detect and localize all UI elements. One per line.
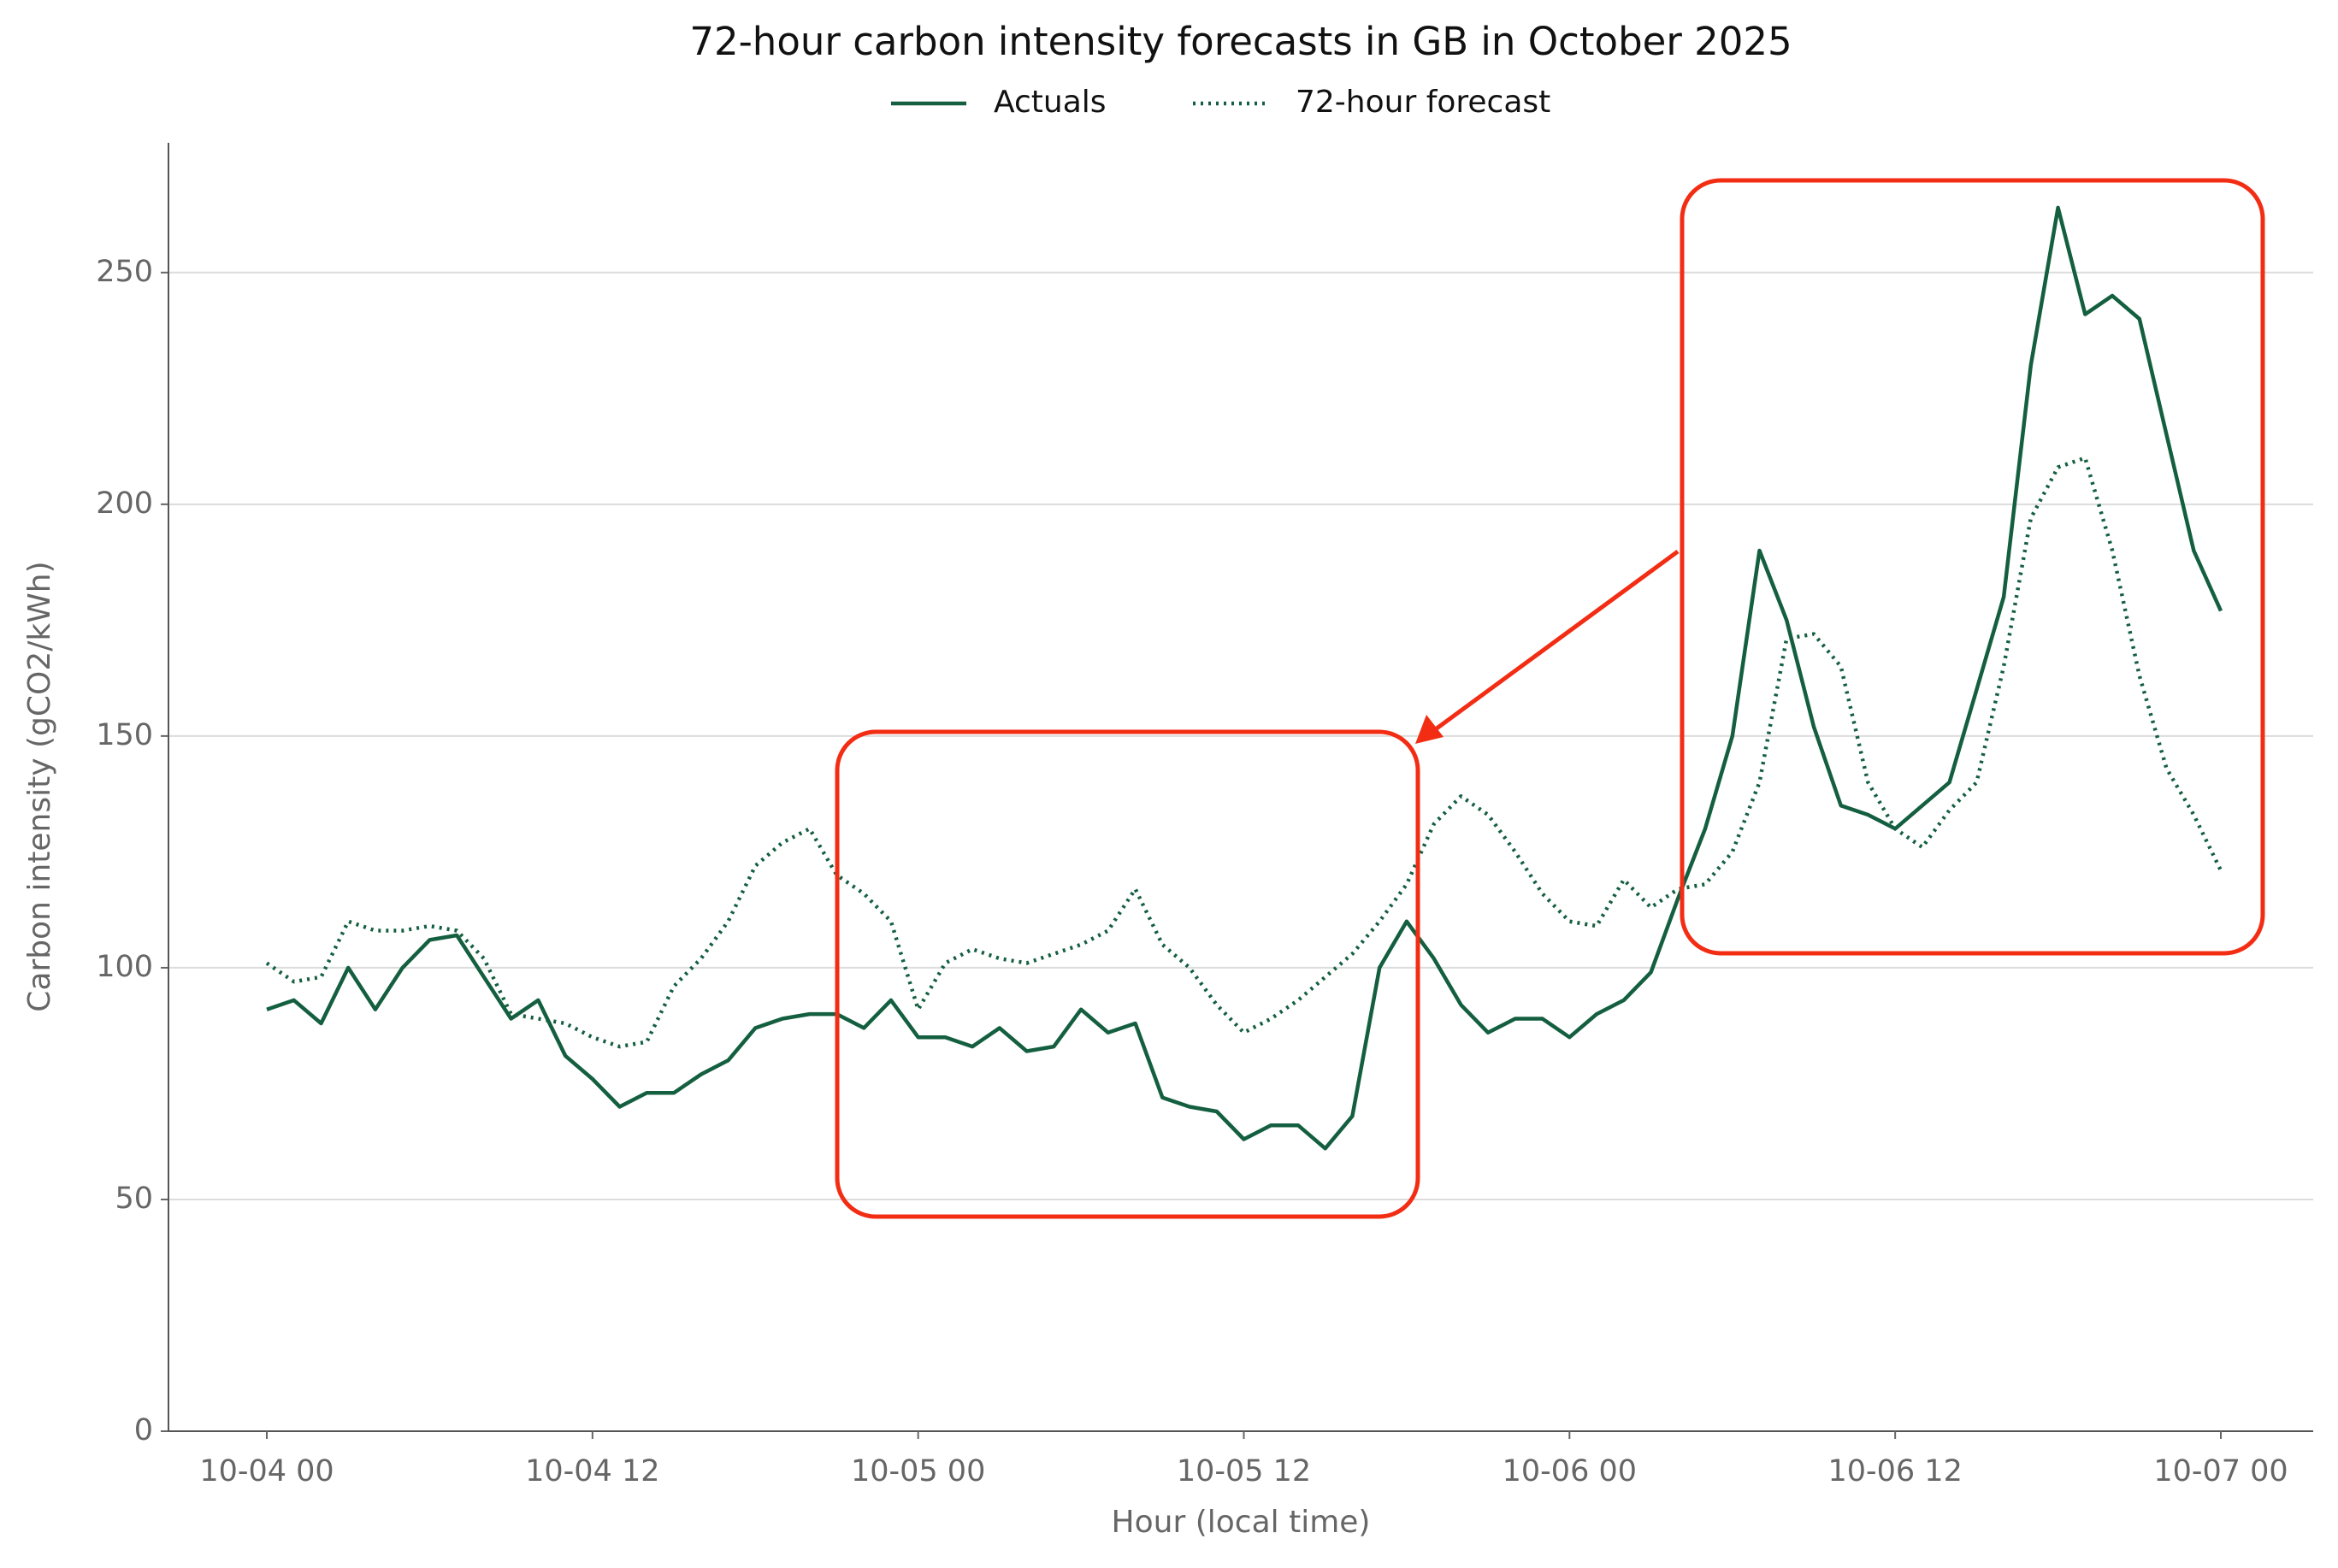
x-tick-label: 10-05 00 xyxy=(851,1454,985,1488)
arrow-shaft xyxy=(1435,549,1680,731)
legend-item: 72-hour forecast xyxy=(1193,85,1550,120)
x-tick-label: 10-07 00 xyxy=(2153,1454,2288,1488)
x-axis-label: Hour (local time) xyxy=(1112,1505,1371,1540)
x-tick-label: 10-06 00 xyxy=(1503,1454,1637,1488)
y-tick-label: 0 xyxy=(134,1413,153,1447)
y-tick-label: 150 xyxy=(96,718,153,752)
highlight-box xyxy=(835,729,1420,1219)
series-line xyxy=(265,456,2223,1049)
legend-label: Actuals xyxy=(994,85,1107,120)
y-tick-label: 250 xyxy=(96,255,153,289)
x-tick-label: 10-05 12 xyxy=(1177,1454,1311,1488)
y-tick-label: 100 xyxy=(96,950,153,984)
series-line xyxy=(266,205,2223,1151)
x-tick-label: 10-04 12 xyxy=(525,1454,659,1488)
legend-item: Actuals xyxy=(891,85,1107,120)
y-tick-label: 200 xyxy=(96,486,153,521)
x-tick-label: 10-04 00 xyxy=(199,1454,334,1488)
y-axis-label: Carbon intensity (gCO2/kWh) xyxy=(22,561,57,1011)
y-tick-label: 50 xyxy=(115,1182,153,1216)
highlight-box xyxy=(1680,178,2265,956)
x-tick-label: 10-06 12 xyxy=(1827,1454,1962,1488)
arrow-head xyxy=(1415,715,1444,744)
legend-label: 72-hour forecast xyxy=(1296,85,1550,120)
chart-title: 72-hour carbon intensity forecasts in GB… xyxy=(689,19,1792,64)
